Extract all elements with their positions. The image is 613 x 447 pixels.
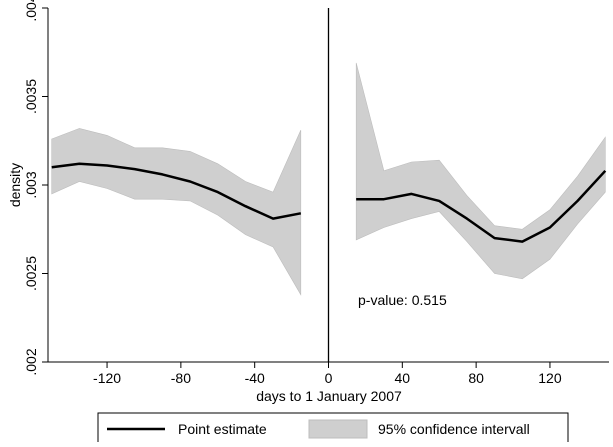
x-axis-label: days to 1 January 2007: [256, 388, 402, 404]
y-tick-label: .004: [23, 0, 39, 22]
y-tick-label: .0035: [23, 79, 39, 114]
legend: Point estimate 95% confidence intervall: [97, 412, 569, 444]
legend-label-point-estimate: Point estimate: [178, 421, 267, 437]
y-tick-label: .002: [23, 348, 39, 375]
x-tick-label: -120: [93, 370, 121, 386]
estimate-line-left: [51, 162, 302, 220]
ci-band-left: [51, 128, 302, 296]
x-tick-label: -40: [245, 370, 265, 386]
legend-label-confidence-interval: 95% confidence intervall: [378, 421, 530, 437]
ticks: -120 -80 -40 0 40 80 120 .002 .0025 .003 .0035 .004: [23, 0, 562, 386]
y-tick-label: .0025: [23, 256, 39, 291]
estimate-line-right: [356, 169, 607, 243]
x-tick-label: 0: [325, 370, 333, 386]
y-tick-label: .003: [23, 171, 39, 198]
p-value-annotation: p-value: 0.515: [358, 292, 447, 308]
y-axis-label: density: [7, 163, 23, 207]
x-tick-label: 120: [538, 370, 562, 386]
x-tick-label: 80: [468, 370, 484, 386]
legend-swatch-confidence-interval: [308, 419, 368, 439]
estimate-lines: [51, 162, 607, 243]
ci-band-right: [355, 62, 606, 280]
x-tick-label: 40: [395, 370, 411, 386]
ci-bands: [51, 62, 606, 296]
x-tick-label: -80: [171, 370, 191, 386]
